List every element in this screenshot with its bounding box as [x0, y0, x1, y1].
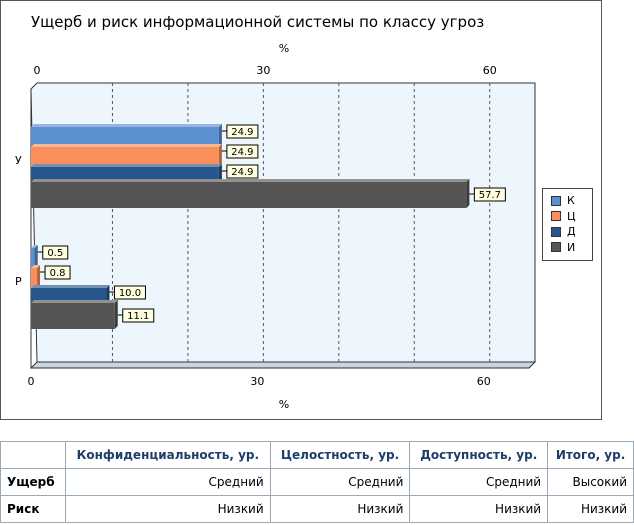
legend-swatch — [551, 211, 561, 222]
table-row-header: Риск — [0, 495, 66, 523]
legend-swatch — [551, 195, 561, 206]
data-label-box — [473, 187, 506, 202]
bar-side-face — [218, 144, 222, 167]
chart-title: Ущерб и риск информационной системы по к… — [31, 13, 485, 31]
data-label-box — [226, 124, 259, 139]
table-cell: Средний — [409, 468, 549, 496]
bar-top-face — [31, 124, 222, 127]
bar-side-face — [37, 265, 41, 288]
x-tick-label-bottom: 0 — [28, 375, 35, 388]
table-cell: Низкий — [269, 495, 411, 523]
x-tick-label-bottom: 60 — [477, 375, 491, 388]
plot-floor — [29, 361, 537, 369]
bar-side-face — [34, 245, 38, 268]
data-label-box — [122, 308, 155, 323]
bar-side-face — [466, 179, 470, 208]
data-label: 10.0 — [119, 288, 141, 299]
table-cell: Средний — [269, 468, 411, 496]
data-label-box — [42, 245, 69, 260]
table-row-header: Ущерб — [0, 468, 66, 496]
chart-panel: Ущерб и риск информационной системы по к… — [0, 0, 602, 420]
legend-label: К — [567, 194, 575, 208]
table-cell: Низкий — [547, 495, 634, 523]
x-tick-label-top: 0 — [34, 64, 41, 77]
table-body: Ущерб Средний Средний Средний Высокий Риск Низ… — [0, 468, 634, 523]
bar — [31, 268, 38, 288]
bar-side-face — [218, 124, 222, 147]
x-axis-label-top: % — [279, 42, 289, 55]
table-cell: Средний — [64, 468, 271, 496]
data-label: 11.1 — [127, 311, 149, 322]
table-row: Ущерб Средний Средний Средний Высокий — [0, 468, 634, 496]
legend-item: И — [551, 240, 592, 256]
legend-label: И — [567, 240, 576, 254]
table-header-cell: Итого, ур. — [547, 441, 634, 469]
data-label: 24.9 — [231, 147, 253, 158]
x-tick-label-top: 30 — [256, 64, 270, 77]
table-cell: Высокий — [547, 468, 634, 496]
category-label: Р — [15, 275, 22, 288]
table-header-cell: Конфиденциальность, ур. — [64, 441, 271, 469]
data-label: 24.9 — [231, 167, 253, 178]
x-tick-label-top: 60 — [483, 64, 497, 77]
table-cell: Низкий — [409, 495, 549, 523]
bar-top-face — [31, 265, 41, 268]
legend-item: Ц — [551, 209, 592, 225]
data-label-box — [226, 144, 259, 159]
bar-chart: 0 0 30 30 60 60%% У 24.9 24.9 24.9 57.7 Р 0.5 0.8 10.0… — [15, 42, 537, 411]
data-label: 0.8 — [50, 268, 66, 279]
bar-top-face — [31, 285, 110, 288]
bar — [31, 248, 35, 268]
legend-label: Д — [567, 225, 576, 239]
table-row: Риск Низкий Низкий Низкий Низкий — [0, 495, 634, 523]
data-label-box — [226, 164, 259, 179]
table-header-row: Конфиденциальность, ур. Целостность, ур. Д… — [0, 441, 634, 469]
table-header-cell: Целостность, ур. — [269, 441, 411, 469]
data-label: 24.9 — [231, 127, 253, 138]
summary-table: Конфиденциальность, ур. Целостность, ур. Д… — [0, 441, 634, 523]
bar — [31, 127, 219, 147]
table-corner-cell — [0, 441, 66, 469]
bar-side-face — [114, 300, 118, 329]
bar-top-face — [31, 245, 38, 248]
data-label-box — [44, 265, 71, 280]
bar — [31, 182, 467, 208]
bar-top-face — [31, 300, 118, 303]
bar-top-face — [31, 179, 470, 182]
data-label: 0.5 — [47, 248, 63, 259]
legend-item: К — [551, 193, 592, 209]
table-header-cell: Доступность, ур. — [409, 441, 549, 469]
legend-swatch — [551, 226, 561, 237]
bar-top-face — [31, 164, 222, 167]
category-label: У — [15, 154, 22, 167]
data-label-box — [113, 285, 146, 300]
legend-item: Д — [551, 224, 592, 240]
x-tick-label-bottom: 30 — [250, 375, 264, 388]
bar-top-face — [31, 144, 222, 147]
legend-swatch — [551, 242, 561, 253]
legend-label: Ц — [567, 209, 576, 223]
bar — [31, 303, 115, 329]
bar — [31, 147, 219, 167]
table-cell: Низкий — [64, 495, 271, 523]
data-label: 57.7 — [479, 190, 501, 201]
x-axis-label-bottom: % — [279, 398, 289, 411]
